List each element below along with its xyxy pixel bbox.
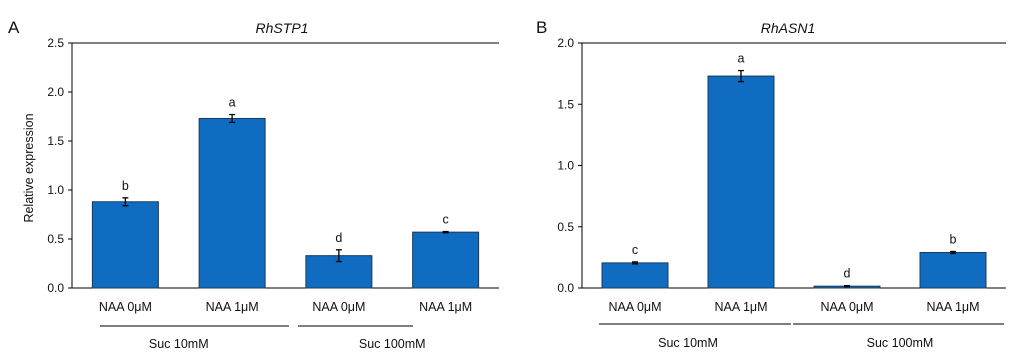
bar [919, 251, 987, 289]
significance-label: c [443, 213, 449, 227]
group-label: Suc 10mM [149, 337, 209, 351]
group-label: Suc 10mM [658, 336, 718, 350]
y-axis-label: Relative expression [22, 113, 36, 222]
bar [91, 201, 159, 289]
significance-label: a [738, 52, 745, 66]
y-tick-label: 1.0 [47, 183, 64, 197]
category-label: NAA 0μM [608, 300, 661, 314]
chart-title: RhASN1 [761, 20, 815, 36]
bar [707, 75, 775, 289]
panel-letter: A [8, 18, 20, 37]
panel-a: A RhSTP1 Relative expression 0.0 0.5 1.0 1.… [8, 18, 499, 351]
significance-label: a [229, 96, 236, 110]
y-tick-label: 2.0 [557, 36, 574, 50]
axes: 0.0 0.5 1.0 1.5 2.0 Suc 10mM Suc 100mM [557, 36, 1006, 350]
bars: b NAA 0μM a NAA 1μM d NAA 0μM c NAA 1μM [91, 96, 480, 314]
category-label: NAA 1μM [206, 300, 259, 314]
bars: c NAA 0μM a NAA 1μM d NAA 0μM b NAA 1μM [601, 52, 987, 314]
significance-label: b [950, 232, 957, 246]
y-tick-label: 1.5 [47, 134, 64, 148]
category-label: NAA 0μM [820, 300, 873, 314]
y-tick-label: 0.5 [47, 232, 64, 246]
y-tick-label: 0.0 [557, 281, 574, 295]
category-label: NAA 1μM [714, 300, 767, 314]
y-tick-label: 2.5 [47, 36, 64, 50]
category-label: NAA 0μM [312, 300, 365, 314]
y-tick-label: 1.5 [557, 97, 574, 111]
category-label: NAA 0μM [99, 300, 152, 314]
y-tick-label: 1.0 [557, 159, 574, 173]
axes: 0.0 0.5 1.0 1.5 2.0 2.5 Suc 10mM Suc 100mM [47, 36, 499, 351]
bar [198, 117, 266, 289]
significance-label: c [632, 243, 638, 257]
bar [601, 262, 669, 289]
category-label: NAA 1μM [926, 300, 979, 314]
significance-label: d [335, 231, 342, 245]
significance-label: b [122, 179, 129, 193]
y-tick-label: 0.0 [47, 281, 64, 295]
bar [412, 231, 480, 289]
category-label: NAA 1μM [419, 300, 472, 314]
panel-letter: B [536, 18, 547, 37]
panel-b: B RhASN1 0.0 0.5 1.0 1.5 2.0 Suc 10mM Suc 100m… [536, 18, 1006, 350]
y-tick-label: 0.5 [557, 220, 574, 234]
significance-label: d [844, 267, 851, 281]
group-label: Suc 100mM [359, 337, 426, 351]
y-tick-label: 2.0 [47, 85, 64, 99]
group-label: Suc 100mM [867, 336, 934, 350]
chart-title: RhSTP1 [256, 20, 309, 36]
